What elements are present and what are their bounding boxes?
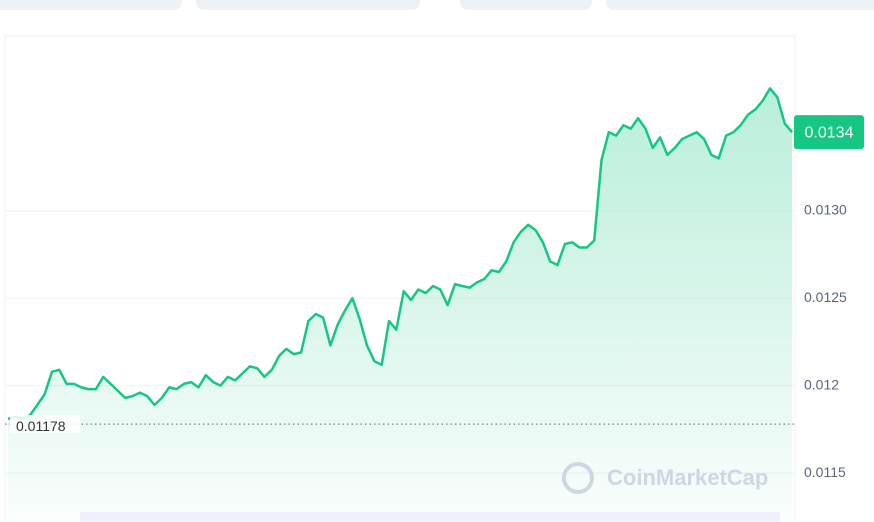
tabs [0, 0, 874, 10]
tab[interactable] [606, 0, 874, 10]
area [8, 88, 792, 522]
tab[interactable] [0, 0, 182, 10]
y-tick-label: 0.0130 [804, 202, 847, 218]
tab[interactable] [196, 0, 420, 10]
tab[interactable] [460, 0, 592, 10]
y-tick-label: 0.012 [804, 376, 839, 392]
y-tick-label: 0.0125 [804, 289, 847, 305]
y-tick-label: 0.0115 [804, 464, 846, 480]
plot-frame [4, 35, 796, 522]
reference-label: 0.01178 [16, 418, 66, 434]
price-tag-label: 0.0134 [805, 124, 854, 141]
watermark: CoinMarketCap [562, 462, 768, 494]
reference-label-bg [10, 415, 80, 434]
watermark-text: CoinMarketCap [607, 465, 768, 490]
price-tag [794, 115, 864, 150]
price-line [7, 87, 793, 421]
watermark-logo [562, 462, 594, 494]
